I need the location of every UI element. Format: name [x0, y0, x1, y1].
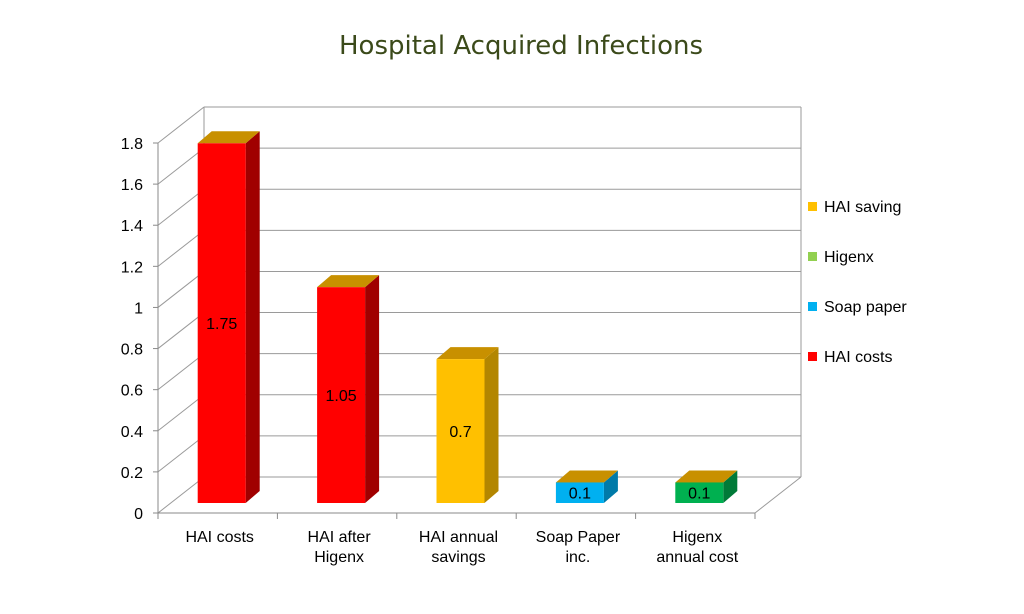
- y-tick-label: 1: [134, 300, 143, 317]
- bar-side: [484, 347, 499, 503]
- data-label: 1.05: [326, 388, 357, 405]
- gridline-diagonal: [157, 353, 205, 391]
- gridline-diagonal: [157, 229, 205, 267]
- bar: 1.75: [197, 131, 260, 503]
- chart-axes: 0 0.2 0.4 0.6 0.8 1 1.2 1.4 1.6 1.8: [121, 136, 756, 523]
- y-tick-label: 0.2: [121, 465, 143, 482]
- x-tick-label: HAI after Higenx: [308, 529, 372, 566]
- y-tick-label: 1.4: [121, 218, 143, 235]
- bar-top: [197, 131, 260, 144]
- y-tick-label: 1.8: [121, 136, 143, 153]
- x-axis-labels: HAI costs HAI after Higenx HAI annual saving…: [185, 529, 738, 566]
- gridline-diagonal: [157, 435, 205, 473]
- x-tick-label: HAI annual savings: [419, 529, 498, 566]
- legend-swatch: [808, 352, 817, 361]
- legend-item: Higenx: [808, 249, 874, 266]
- bar: 0.7: [436, 347, 499, 503]
- data-label: 0.7: [449, 424, 471, 441]
- bar-side: [245, 131, 260, 503]
- bar-front: [675, 482, 724, 503]
- bar-side: [723, 470, 738, 503]
- bar-front: [317, 287, 366, 503]
- gridline-diagonal: [157, 188, 205, 226]
- data-label: 0.1: [688, 486, 710, 503]
- y-tick-label: 0.8: [121, 342, 143, 359]
- bar: 0.1: [555, 470, 618, 503]
- y-tick-label: 1.2: [121, 259, 143, 276]
- bar-side: [365, 275, 380, 503]
- data-label: 0.1: [569, 486, 591, 503]
- legend-swatch: [808, 302, 817, 311]
- y-tick-label: 1.6: [121, 177, 143, 194]
- floor-edge: [754, 476, 802, 514]
- x-tick-label: HAI costs: [185, 529, 253, 546]
- gridline-diagonal: [157, 394, 205, 432]
- y-tick-label: 0.4: [121, 424, 143, 441]
- gridline-diagonal: [157, 271, 205, 308]
- legend-item: HAI saving: [808, 199, 901, 216]
- chart-grid: [157, 106, 802, 514]
- legend-swatch: [808, 252, 817, 261]
- gridline-diagonal: [157, 106, 205, 144]
- chart-legend: HAI saving Higenx Soap paper HAI costs: [808, 199, 907, 366]
- legend-label: Soap paper: [824, 299, 907, 316]
- gridline-diagonal: [157, 147, 205, 185]
- bar-side: [603, 470, 618, 503]
- bar: 1.05: [317, 275, 380, 503]
- legend-item: Soap paper: [808, 299, 907, 316]
- legend-swatch: [808, 202, 817, 211]
- bar-front: [436, 359, 485, 503]
- chart-bars: 1.75 1.05 0.7 0.1 0.1: [197, 131, 738, 503]
- y-tick-label: 0: [134, 506, 143, 523]
- bar-front: [555, 482, 604, 503]
- bar-top: [317, 275, 380, 288]
- legend-label: HAI saving: [824, 199, 901, 216]
- x-tick-label: Higenx annual cost: [656, 529, 738, 566]
- legend-label: HAI costs: [824, 349, 892, 366]
- chart-title: Hospital Acquired Infections: [339, 31, 703, 61]
- bar-top: [675, 470, 738, 483]
- legend-label: Higenx: [824, 249, 874, 266]
- gridline-diagonal: [157, 476, 205, 514]
- y-tick-label: 0.6: [121, 383, 143, 400]
- bar-top: [555, 470, 618, 483]
- gridline-diagonal: [157, 312, 205, 349]
- x-tick-label: Soap Paper inc.: [536, 529, 621, 566]
- bar: 0.1: [675, 470, 738, 503]
- data-label: 1.75: [206, 316, 237, 333]
- legend-item: HAI costs: [808, 349, 892, 366]
- bar-front: [197, 143, 246, 503]
- bar-top: [436, 347, 499, 360]
